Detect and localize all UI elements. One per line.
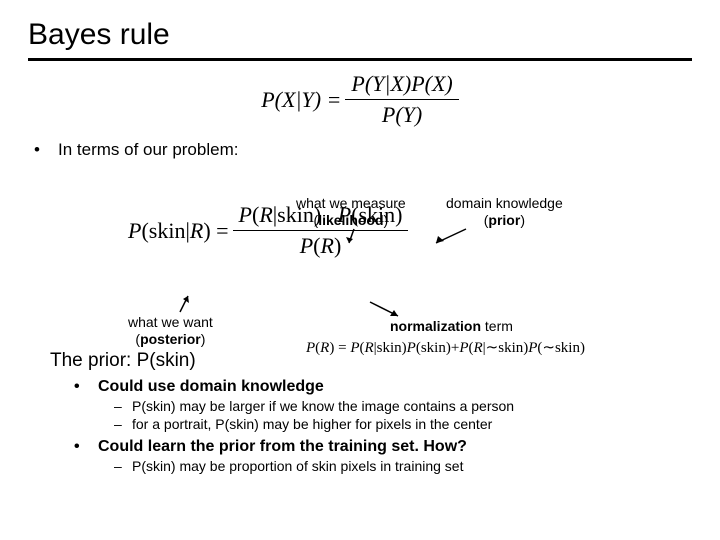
annot-posterior: what we want (posterior) xyxy=(128,314,213,348)
bayes-numerator: P(Y|X)P(X) xyxy=(345,71,458,100)
page-title: Bayes rule xyxy=(28,18,692,52)
skin-lhs: P(skin|R) = xyxy=(128,218,229,244)
bullet-in-terms: In terms of our problem: xyxy=(58,140,692,160)
arrow-normalization xyxy=(368,300,408,322)
bayes-lhs: P(X|Y) = xyxy=(261,87,341,113)
bullet-portrait: for a portrait, P(skin) may be higher fo… xyxy=(132,416,692,432)
bullet-learn-prior: Could learn the prior from the training … xyxy=(98,438,692,456)
bullet-domain-knowledge: Could use domain knowledge xyxy=(98,378,692,396)
arrow-likelihood xyxy=(346,227,366,249)
annot-prior: domain knowledge (prior) xyxy=(446,195,563,229)
pr-expansion: P(R) = P(R|skin)P(skin)+P(R|∼skin)P(∼ski… xyxy=(306,338,585,357)
skin-den: P(R) xyxy=(233,231,409,259)
arrow-posterior xyxy=(176,290,196,316)
bayes-denominator: P(Y) xyxy=(345,100,458,128)
arrow-prior xyxy=(430,227,470,249)
bullet-person: P(skin) may be larger if we know the ima… xyxy=(132,398,692,414)
title-rule xyxy=(28,58,692,61)
bullet-proportion: P(skin) may be proportion of skin pixels… xyxy=(132,458,692,474)
bayes-formula: P(X|Y) = P(Y|X)P(X) P(Y) xyxy=(28,71,692,128)
annot-normalization: normalization term xyxy=(390,318,513,335)
annot-likelihood: what we measure ((likelihood)likelihood) xyxy=(296,195,406,229)
